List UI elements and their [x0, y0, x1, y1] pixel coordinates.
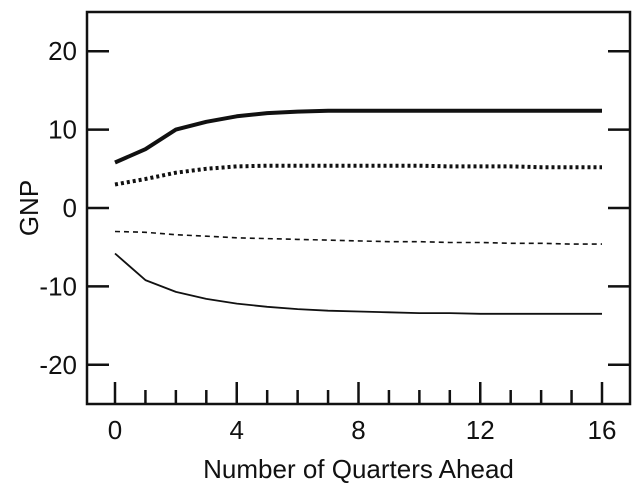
series-line-2 — [114, 163, 602, 187]
x-tick-label: 8 — [351, 415, 365, 445]
x-axis-title: Number of Quarters Ahead — [203, 454, 514, 484]
y-tick-label: -20 — [39, 350, 77, 380]
plot-marks — [114, 108, 602, 315]
series-line-4 — [114, 252, 602, 315]
x-tick-label: 16 — [588, 415, 617, 445]
series-line-3 — [114, 230, 602, 245]
x-tick-label: 4 — [230, 415, 244, 445]
axis-ticks — [87, 49, 630, 404]
x-tick-label: 0 — [108, 415, 122, 445]
y-axis-title: GNP — [14, 180, 44, 236]
plot-frame — [85, 10, 632, 406]
series-line-1 — [114, 108, 602, 165]
x-tick-label: 12 — [466, 415, 495, 445]
y-tick-label: 0 — [63, 193, 77, 223]
tick-labels: 20 10 0 -10 -20 0 4 8 12 16 — [39, 36, 616, 445]
y-tick-label: -10 — [39, 271, 77, 301]
y-tick-label: 20 — [48, 36, 77, 66]
y-tick-label: 10 — [48, 115, 77, 145]
